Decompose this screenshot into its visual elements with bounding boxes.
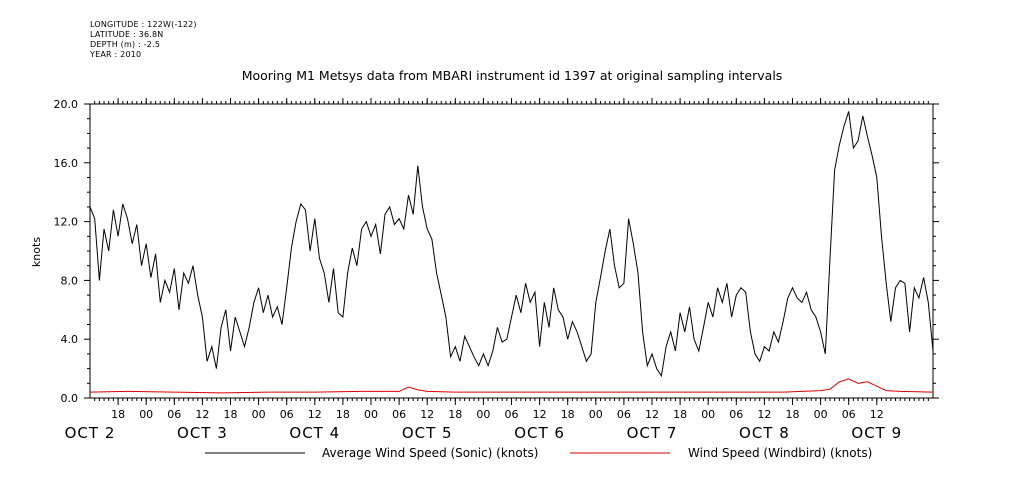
x-tick-label: 18 (673, 408, 687, 421)
x-day-label: OCT 2 (65, 424, 116, 442)
x-day-label: OCT 7 (627, 424, 678, 442)
x-day-label: OCT 6 (514, 424, 565, 442)
x-tick-label: 00 (364, 408, 378, 421)
series-layer (89, 111, 934, 394)
x-tick-label: 06 (729, 408, 743, 421)
legend: Average Wind Speed (Sonic) (knots) Wind … (205, 446, 872, 460)
x-tick-label: 12 (645, 408, 659, 421)
y-axis: 0.0 4.0 8.0 12.0 16.0 20.0 (54, 98, 939, 405)
x-tick-label: 06 (280, 408, 294, 421)
station-metadata: LONGITUDE : 122W(-122) LATITUDE : 36.8N … (90, 20, 197, 60)
x-tick-label: 06 (167, 408, 181, 421)
x-tick-label: 18 (111, 408, 125, 421)
legend-label-sonic: Average Wind Speed (Sonic) (knots) (322, 446, 538, 460)
y-axis-label: knots (30, 237, 43, 267)
x-axis: 18 00 06 12 18 00 06 12 18 00 06 12 18 00 06 12 18 00 06 12… (65, 98, 929, 442)
y-tick-label: 12.0 (54, 216, 79, 229)
longitude-label: LONGITUDE : 122W(-122) (90, 20, 197, 29)
x-day-label: OCT 3 (177, 424, 228, 442)
series-line-sonic (89, 111, 934, 378)
x-tick-label: 00 (814, 408, 828, 421)
x-tick-label: 06 (617, 408, 631, 421)
x-tick-label: 18 (224, 408, 238, 421)
x-tick-label: 12 (308, 408, 322, 421)
y-tick-label: 20.0 (54, 98, 79, 111)
x-tick-label: 00 (139, 408, 153, 421)
x-tick-label: 12 (420, 408, 434, 421)
x-tick-label: 12 (533, 408, 547, 421)
x-tick-label: 12 (195, 408, 209, 421)
y-tick-label: 4.0 (61, 333, 79, 346)
x-tick-label: 12 (757, 408, 771, 421)
x-tick-label: 00 (252, 408, 266, 421)
x-tick-label: 12 (870, 408, 884, 421)
plot-frame (89, 103, 934, 399)
chart-title: Mooring M1 Metsys data from MBARI instru… (242, 68, 783, 83)
x-tick-label: 18 (561, 408, 575, 421)
legend-label-windbird: Wind Speed (Windbird) (knots) (688, 446, 872, 460)
x-tick-label: 00 (476, 408, 490, 421)
x-tick-label: 00 (589, 408, 603, 421)
year-label: YEAR : 2010 (90, 50, 142, 59)
x-tick-label: 18 (786, 408, 800, 421)
x-tick-label: 00 (701, 408, 715, 421)
x-tick-label: 18 (448, 408, 462, 421)
x-day-label: OCT 5 (402, 424, 453, 442)
x-tick-label: 06 (842, 408, 856, 421)
x-tick-label: 18 (336, 408, 350, 421)
depth-label: DEPTH (m) : -2.5 (90, 40, 161, 49)
series-line-windbird (89, 378, 934, 394)
y-tick-label: 0.0 (61, 392, 79, 405)
x-day-label: OCT 8 (739, 424, 790, 442)
x-day-label: OCT 9 (851, 424, 902, 442)
y-tick-label: 16.0 (54, 157, 79, 170)
y-tick-label: 8.0 (61, 274, 79, 287)
x-day-label: OCT 4 (289, 424, 340, 442)
x-tick-label: 06 (392, 408, 406, 421)
x-tick-label: 06 (505, 408, 519, 421)
latitude-label: LATITUDE : 36.8N (90, 30, 164, 39)
